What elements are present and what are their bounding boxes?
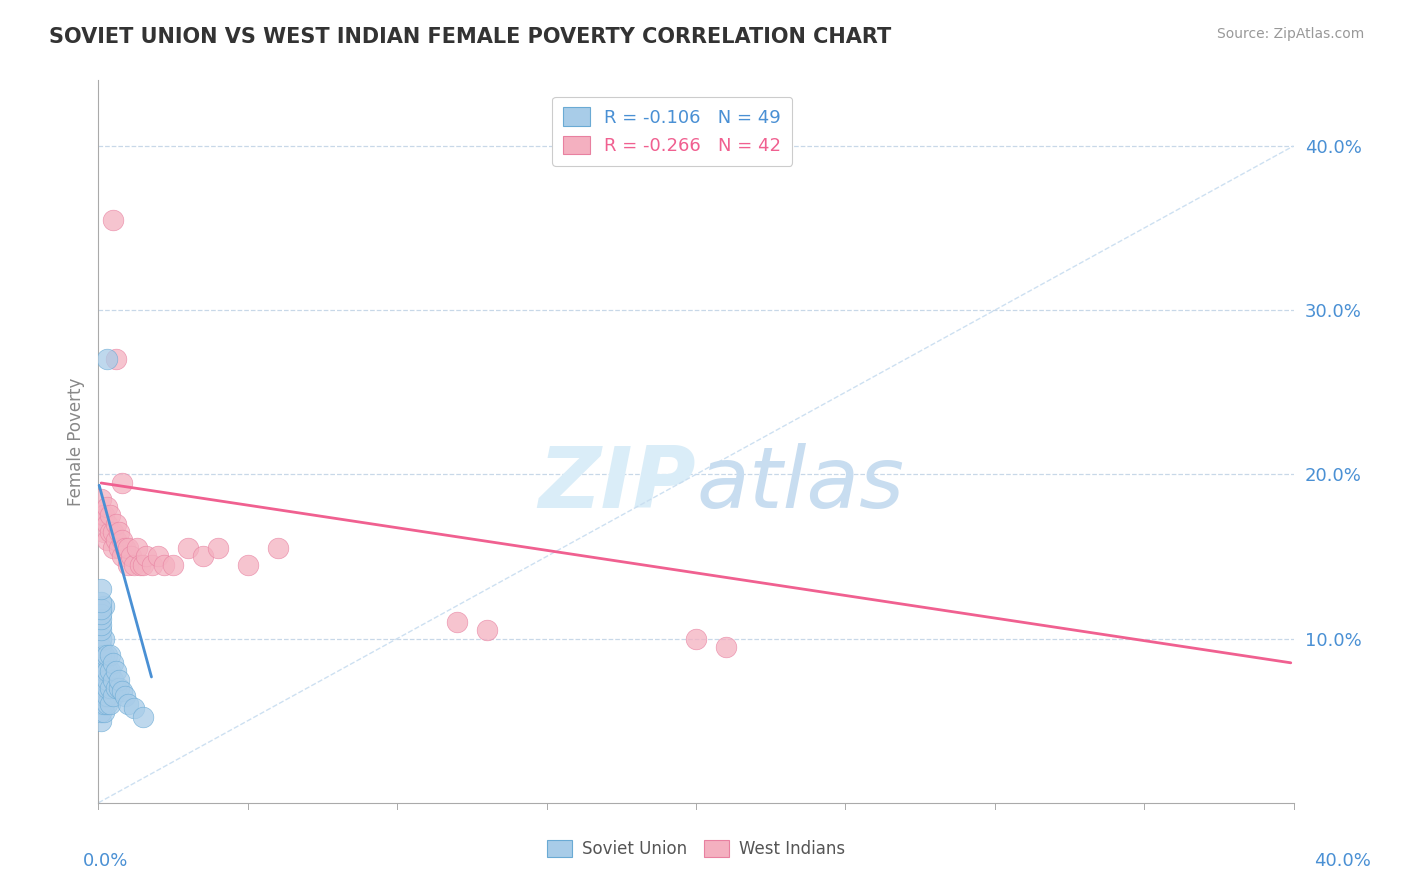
Point <box>108 681 131 695</box>
Point <box>90 508 112 523</box>
Point <box>96 698 118 712</box>
Point <box>90 491 112 506</box>
Point <box>90 582 112 597</box>
Text: Source: ZipAtlas.com: Source: ZipAtlas.com <box>1216 27 1364 41</box>
Point <box>90 648 112 662</box>
Point <box>236 558 259 572</box>
Point <box>90 618 112 632</box>
Point <box>117 698 139 712</box>
Point <box>90 665 112 679</box>
Point <box>111 684 134 698</box>
Point <box>103 212 125 227</box>
Point <box>90 602 112 616</box>
Point <box>111 549 134 564</box>
Point <box>93 673 115 687</box>
Point <box>141 558 163 572</box>
Point <box>93 698 115 712</box>
Point <box>162 558 184 572</box>
Point <box>105 533 128 547</box>
Point <box>108 673 131 687</box>
Legend: Soviet Union, West Indians: Soviet Union, West Indians <box>538 832 853 867</box>
Point <box>475 624 498 638</box>
Point <box>132 558 155 572</box>
Point <box>135 549 157 564</box>
Point <box>96 648 118 662</box>
Point <box>153 558 176 572</box>
Point <box>446 615 468 630</box>
Point <box>103 689 125 703</box>
Point <box>124 700 146 714</box>
Point <box>93 665 115 679</box>
Point <box>120 549 142 564</box>
Point <box>93 524 115 539</box>
Point <box>685 632 707 646</box>
Point <box>105 681 128 695</box>
Point <box>103 541 125 556</box>
Point <box>96 689 118 703</box>
Point <box>98 524 122 539</box>
Point <box>111 533 134 547</box>
Point <box>105 665 128 679</box>
Point <box>96 533 118 547</box>
Point <box>90 624 112 638</box>
Point <box>93 599 115 613</box>
Point <box>90 640 112 654</box>
Point <box>98 681 122 695</box>
Point <box>103 673 125 687</box>
Point <box>117 558 139 572</box>
Point <box>93 689 115 703</box>
Point <box>111 475 134 490</box>
Point <box>108 524 131 539</box>
Point <box>103 524 125 539</box>
Point <box>98 648 122 662</box>
Point <box>124 558 146 572</box>
Point <box>90 673 112 687</box>
Point <box>90 612 112 626</box>
Text: 0.0%: 0.0% <box>83 852 128 870</box>
Point <box>90 706 112 720</box>
Point <box>90 689 112 703</box>
Point <box>93 681 115 695</box>
Point <box>96 352 118 367</box>
Point <box>93 508 115 523</box>
Point <box>191 549 214 564</box>
Point <box>105 516 128 531</box>
Point <box>90 714 112 728</box>
Point <box>90 595 112 609</box>
Point <box>90 681 112 695</box>
Point <box>90 698 112 712</box>
Point <box>132 710 155 724</box>
Point <box>148 549 170 564</box>
Text: SOVIET UNION VS WEST INDIAN FEMALE POVERTY CORRELATION CHART: SOVIET UNION VS WEST INDIAN FEMALE POVER… <box>49 27 891 46</box>
Point <box>90 632 112 646</box>
Point <box>98 665 122 679</box>
Point <box>96 516 118 531</box>
Point <box>114 541 136 556</box>
Point <box>207 541 229 556</box>
Point <box>96 500 118 515</box>
Point <box>114 689 136 703</box>
Point <box>96 673 118 687</box>
Point <box>267 541 290 556</box>
Point <box>177 541 200 556</box>
Point <box>129 558 152 572</box>
Point <box>117 541 139 556</box>
Text: atlas: atlas <box>696 443 904 526</box>
Point <box>93 648 115 662</box>
Point <box>714 640 737 654</box>
Point <box>93 706 115 720</box>
Point <box>98 698 122 712</box>
Point <box>127 541 149 556</box>
Text: ZIP: ZIP <box>538 443 696 526</box>
Point <box>93 632 115 646</box>
Point <box>103 657 125 671</box>
Point <box>108 541 131 556</box>
Point <box>96 665 118 679</box>
Point <box>90 607 112 621</box>
Point <box>105 352 128 367</box>
Y-axis label: Female Poverty: Female Poverty <box>66 377 84 506</box>
Point <box>96 681 118 695</box>
Text: 40.0%: 40.0% <box>1315 852 1371 870</box>
Point <box>98 508 122 523</box>
